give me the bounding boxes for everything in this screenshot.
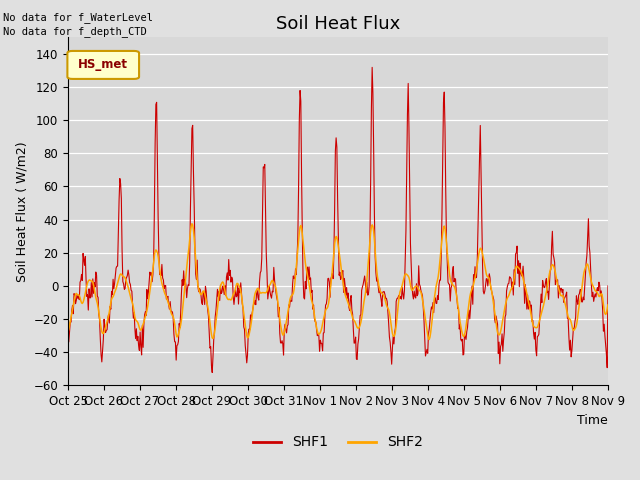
SHF2 — [604, 302, 612, 308]
SHF1 — [64, 330, 72, 336]
Line: SHF1: SHF1 — [68, 67, 608, 372]
SHF2 — [420, 306, 428, 312]
SHF2 — [64, 329, 72, 335]
SHF1 — [604, 283, 612, 289]
SHF1 — [209, 370, 216, 375]
SHF2 — [184, 252, 192, 257]
Y-axis label: Soil Heat Flux ( W/m2): Soil Heat Flux ( W/m2) — [15, 141, 28, 282]
Title: Soil Heat Flux: Soil Heat Flux — [276, 15, 400, 33]
Text: No data for f_depth_CTD: No data for f_depth_CTD — [3, 26, 147, 37]
SHF1 — [421, 334, 429, 340]
SHF1 — [368, 64, 376, 70]
FancyBboxPatch shape — [67, 51, 139, 79]
SHF2 — [74, 292, 82, 298]
Text: HS_met: HS_met — [78, 59, 128, 72]
SHF2 — [404, 273, 412, 279]
Text: No data for f_WaterLevel: No data for f_WaterLevel — [3, 12, 153, 23]
SHF1 — [405, 125, 413, 131]
X-axis label: Time: Time — [577, 414, 608, 427]
SHF1 — [184, 282, 192, 288]
SHF2 — [426, 336, 433, 342]
SHF2 — [188, 221, 196, 227]
SHF1 — [214, 287, 221, 292]
SHF1 — [74, 295, 82, 301]
SHF1 — [129, 315, 137, 321]
SHF2 — [129, 304, 137, 310]
SHF2 — [214, 306, 221, 312]
Line: SHF2: SHF2 — [68, 224, 608, 339]
Legend: SHF1, SHF2: SHF1, SHF2 — [247, 430, 429, 455]
